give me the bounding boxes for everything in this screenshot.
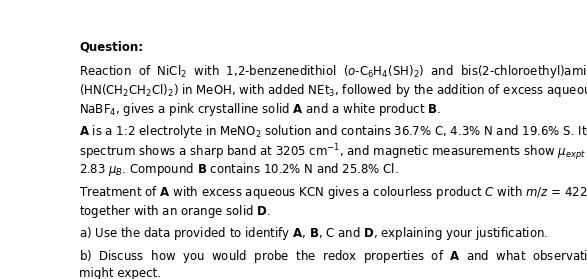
Text: NaBF$_4$, gives a pink crystalline solid $\bf{A}$ and a white product $\bf{B}$.: NaBF$_4$, gives a pink crystalline solid…	[79, 101, 441, 118]
Text: (HN(CH$_2$CH$_2$Cl)$_2$) in MeOH, with added NEt$_3$, followed by the addition o: (HN(CH$_2$CH$_2$Cl)$_2$) in MeOH, with a…	[79, 82, 587, 99]
Text: 2.83 $\mu_B$. Compound $\bf{B}$ contains 10.2% N and 25.8% Cl.: 2.83 $\mu_B$. Compound $\bf{B}$ contains…	[79, 161, 399, 178]
Text: Reaction  of  NiCl$_2$  with  1,2-benzenedithiol  ($o$-C$_6$H$_4$(SH)$_2$)  and : Reaction of NiCl$_2$ with 1,2-benzenedit…	[79, 63, 587, 80]
Text: a) Use the data provided to identify $\bf{A}$, $\bf{B}$, C and $\bf{D}$, explain: a) Use the data provided to identify $\b…	[79, 225, 549, 242]
Text: might expect.: might expect.	[79, 266, 161, 279]
Text: spectrum shows a sharp band at 3205 cm$^{-1}$, and magnetic measurements show $\: spectrum shows a sharp band at 3205 cm$^…	[79, 142, 587, 163]
Text: b)  Discuss  how  you  would  probe  the  redox  properties  of  $\bf{A}$  and  : b) Discuss how you would probe the redox…	[79, 248, 587, 265]
Text: $\bf{A}$ is a 1:2 electrolyte in MeNO$_2$ solution and contains 36.7% C, 4.3% N : $\bf{A}$ is a 1:2 electrolyte in MeNO$_2…	[79, 123, 587, 140]
Text: together with an orange solid $\bf{D}$.: together with an orange solid $\bf{D}$.	[79, 203, 271, 220]
Text: Treatment of $\bf{A}$ with excess aqueous KCN gives a colourless product $\it{C}: Treatment of $\bf{A}$ with excess aqueou…	[79, 184, 587, 201]
Text: Question:: Question:	[79, 40, 143, 53]
